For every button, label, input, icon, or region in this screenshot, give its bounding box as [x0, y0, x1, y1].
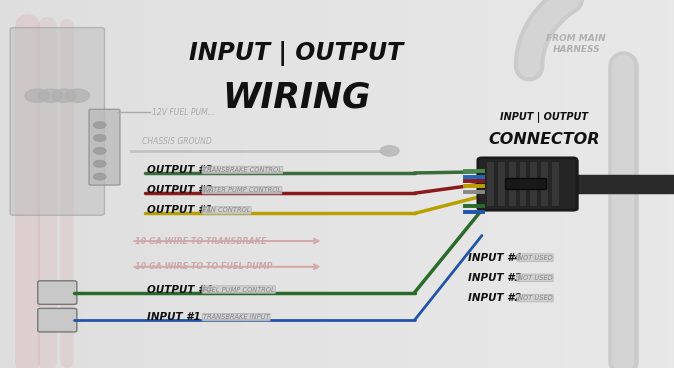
Text: TRANSBRAKE CONTROL: TRANSBRAKE CONTROL	[203, 167, 282, 173]
Text: NOT USED: NOT USED	[518, 295, 553, 301]
Text: FROM MAIN
HARNESS: FROM MAIN HARNESS	[547, 35, 606, 54]
Text: CHASSIS GROUND: CHASSIS GROUND	[142, 137, 211, 146]
FancyBboxPatch shape	[38, 281, 77, 304]
Text: INPUT #3: INPUT #3	[468, 273, 522, 283]
Text: INPUT #1: INPUT #1	[147, 312, 201, 322]
Text: INPUT | OUTPUT: INPUT | OUTPUT	[500, 112, 588, 123]
Bar	[552, 162, 559, 206]
Text: CONNECTOR: CONNECTOR	[489, 132, 600, 147]
Circle shape	[94, 173, 106, 180]
Bar	[530, 162, 537, 206]
Text: 10 GA WIRE TO TRANSBRAKE: 10 GA WIRE TO TRANSBRAKE	[135, 237, 266, 245]
Circle shape	[25, 89, 49, 102]
Text: TRANSBRAKE INPUT: TRANSBRAKE INPUT	[203, 314, 270, 320]
Circle shape	[94, 135, 106, 141]
Text: OUTPUT #2: OUTPUT #2	[147, 185, 212, 195]
Bar	[498, 162, 505, 206]
Text: WATER PUMP CONTROL: WATER PUMP CONTROL	[203, 187, 281, 193]
Text: OUTPUT #3: OUTPUT #3	[147, 165, 212, 175]
FancyBboxPatch shape	[38, 308, 77, 332]
FancyBboxPatch shape	[478, 158, 577, 210]
Text: INPUT #4: INPUT #4	[468, 252, 522, 263]
Text: 12V FUEL PUM...: 12V FUEL PUM...	[152, 108, 214, 117]
Text: NOT USED: NOT USED	[518, 275, 553, 281]
Text: INPUT #2: INPUT #2	[468, 293, 522, 303]
Bar	[509, 162, 516, 206]
Circle shape	[65, 89, 90, 102]
FancyBboxPatch shape	[10, 28, 104, 215]
Circle shape	[380, 146, 399, 156]
Circle shape	[94, 160, 106, 167]
Bar	[487, 162, 494, 206]
Circle shape	[94, 148, 106, 154]
Text: FUEL PUMP CONTROL: FUEL PUMP CONTROL	[203, 287, 275, 293]
Text: OUTPUT #1: OUTPUT #1	[147, 205, 212, 216]
Text: OUTPUT #4: OUTPUT #4	[147, 284, 212, 295]
FancyBboxPatch shape	[506, 178, 547, 190]
Text: INPUT | OUTPUT: INPUT | OUTPUT	[189, 41, 404, 66]
Text: WIRING: WIRING	[222, 81, 371, 114]
Circle shape	[52, 89, 76, 102]
FancyBboxPatch shape	[480, 159, 579, 211]
FancyBboxPatch shape	[89, 109, 120, 185]
Text: 10 GA WIRE TO TO FUEL PUMP: 10 GA WIRE TO TO FUEL PUMP	[135, 262, 272, 271]
Text: FAN CONTROL: FAN CONTROL	[203, 208, 250, 213]
Circle shape	[94, 122, 106, 128]
Circle shape	[38, 89, 63, 102]
Text: NOT USED: NOT USED	[518, 255, 553, 261]
Bar	[541, 162, 548, 206]
Bar	[520, 162, 526, 206]
